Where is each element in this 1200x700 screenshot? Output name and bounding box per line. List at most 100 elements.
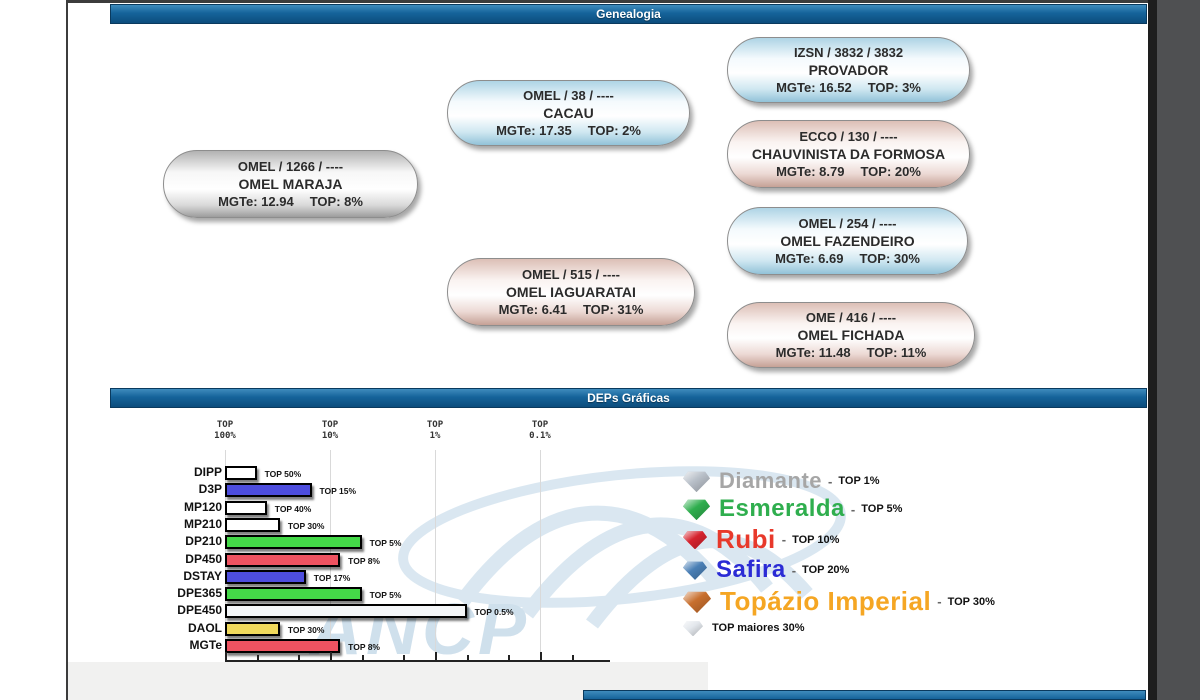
axis-tick xyxy=(298,655,301,661)
node-stats: MGTe: 8.79 TOP: 20% xyxy=(776,163,921,180)
axis-tick-label: TOP 1% xyxy=(426,420,444,441)
node-top: TOP: 2% xyxy=(587,123,641,138)
chart-bar-value: TOP 5% xyxy=(369,590,402,601)
legend-top-threshold: TOP 20% xyxy=(802,564,850,576)
legend-rank-name: Rubi xyxy=(716,524,776,554)
chart-bar-dp450 xyxy=(225,552,341,567)
pedigree-node-dam[interactable]: OMEL / 515 / ---- OMEL IAGUARATAI MGTe: 6.… xyxy=(447,258,695,326)
legend-separator: - xyxy=(937,594,942,609)
next-section-header-partial xyxy=(583,690,1146,700)
chart-category-label: DPE365 xyxy=(177,586,222,601)
axis-tick xyxy=(508,655,511,661)
gem-icon xyxy=(683,561,707,580)
chart-bar-value: TOP 0.5% xyxy=(474,607,514,618)
axis-tick-label: TOP 100% xyxy=(214,420,236,441)
chart-category-label: MGTe xyxy=(189,638,222,652)
pedigree-node-sire-dam[interactable]: ECCO / 130 / ---- CHAUVINISTA DA FORMOSA M… xyxy=(727,120,970,188)
chart-category-label: DIPP xyxy=(193,465,222,479)
legend-separator: - xyxy=(781,532,787,547)
window-top-border xyxy=(66,0,1157,3)
chart-bar-dpe450 xyxy=(225,604,467,619)
axis-tick-label: TOP 10% xyxy=(321,420,339,441)
chart-x-axis xyxy=(225,660,610,663)
gridline xyxy=(435,450,436,660)
pedigree-node-dam-dam[interactable]: OME / 416 / ---- OMEL FICHADA MGTe: 11.48 T… xyxy=(727,302,975,368)
chart-bar-value: TOP 30% xyxy=(287,624,325,635)
chart-category-label: DSTAY xyxy=(183,568,222,583)
chart-bar-value: TOP 30% xyxy=(287,520,325,531)
legend-separator: - xyxy=(828,473,833,489)
node-name: CHAUVINISTA DA FORMOSA xyxy=(751,146,946,162)
pedigree-node-sire[interactable]: OMEL / 38 / ---- CACAU MGTe: 17.35 TOP: 2% xyxy=(447,80,690,146)
legend-top-threshold: TOP 30% xyxy=(947,595,995,608)
legend-rank-name: Topázio Imperial xyxy=(720,586,932,616)
chart-bar-dpe365 xyxy=(225,587,362,602)
axis-tick xyxy=(330,652,332,661)
chart-bar-dstay xyxy=(225,569,306,584)
pedigree-node-dam-sire[interactable]: OMEL / 254 / ---- OMEL FAZENDEIRO MGTe: 6.… xyxy=(727,207,968,275)
chart-bar-value: TOP 40% xyxy=(274,503,312,514)
node-registry: OMEL / 515 / ---- xyxy=(522,267,620,282)
node-registry: OMEL / 1266 / ---- xyxy=(237,159,344,174)
pedigree-node-sire-sire[interactable]: IZSN / 3832 / 3832 PROVADOR MGTe: 16.52 TOP… xyxy=(727,37,970,103)
node-stats: MGTe: 6.41 TOP: 31% xyxy=(499,301,644,318)
svg-text:ANCP: ANCP xyxy=(308,590,530,670)
node-registry: IZSN / 3832 / 3832 xyxy=(793,45,904,60)
chart-bar-dipp xyxy=(225,466,257,480)
node-stats: MGTe: 6.69 TOP: 30% xyxy=(775,250,920,267)
rank-legend: Diamante - TOP 1% Esmeralda - TOP 5% Rubi - TOP … xyxy=(683,468,995,637)
node-top: TOP: 3% xyxy=(867,80,921,95)
node-name: OMEL MARAJA xyxy=(238,176,343,192)
genealogia-title: Genealogia xyxy=(596,7,661,21)
chart-bar-value: TOP 15% xyxy=(319,486,357,497)
legend-rank-name: Diamante xyxy=(719,468,823,493)
chart-category-label: DPE450 xyxy=(177,603,222,618)
chart-category-label: MP210 xyxy=(183,516,222,531)
node-registry: OMEL / 38 / ---- xyxy=(523,88,614,103)
node-name: CACAU xyxy=(543,105,594,121)
gridline xyxy=(540,450,541,660)
axis-tick xyxy=(361,655,364,661)
axis-tick-label: TOP 0.1% xyxy=(529,420,551,441)
chart-bar-value: TOP 5% xyxy=(369,538,402,549)
legend-top-threshold: TOP maiores 30% xyxy=(712,622,805,635)
node-stats: MGTe: 17.35 TOP: 2% xyxy=(496,122,641,139)
legend-row: Esmeralda - TOP 5% xyxy=(683,495,995,523)
node-top: TOP: 8% xyxy=(309,194,363,209)
legend-rank-name: Safira xyxy=(716,556,786,583)
node-top: TOP: 31% xyxy=(582,302,644,317)
node-registry: OME / 416 / ---- xyxy=(805,310,897,325)
node-mgte: MGTe: 11.48 xyxy=(775,345,851,360)
node-mgte: MGTe: 16.52 xyxy=(776,80,852,95)
chart-category-label: D3P xyxy=(198,482,222,497)
axis-tick xyxy=(466,655,469,661)
node-stats: MGTe: 11.48 TOP: 11% xyxy=(776,344,927,361)
ancp-watermark-logo: ANCP xyxy=(292,452,857,675)
chart-bar-d3p xyxy=(225,483,312,498)
node-name: OMEL IAGUARATAI xyxy=(506,284,636,300)
legend-separator: - xyxy=(850,501,856,517)
axis-tick xyxy=(540,652,542,661)
axis-tick xyxy=(571,655,574,661)
legend-top-threshold: TOP 10% xyxy=(792,533,840,546)
deps-bar-chart: TOP 100% TOP 10% TOP 1% TOP 0.1% DIPP TOP 50% D3P T… xyxy=(160,416,635,672)
gem-icon xyxy=(683,621,703,637)
node-mgte: MGTe: 17.35 xyxy=(496,123,572,138)
node-registry: ECCO / 130 / ---- xyxy=(799,129,898,144)
chart-category-label: DAOL xyxy=(188,620,222,635)
legend-row: Topázio Imperial - TOP 30% xyxy=(683,586,995,617)
chart-category-label: DP450 xyxy=(185,551,222,566)
legend-row: TOP maiores 30% xyxy=(683,620,995,637)
chart-category-label: DP210 xyxy=(185,534,222,549)
node-mgte: MGTe: 6.41 xyxy=(498,302,567,317)
chart-bar-mp120 xyxy=(225,500,267,515)
axis-tick xyxy=(256,655,259,661)
window-left-border xyxy=(66,0,68,700)
legend-rank-name: Esmeralda xyxy=(719,495,845,522)
node-stats: MGTe: 16.52 TOP: 3% xyxy=(776,79,921,96)
deps-section-header: DEPs Gráficas xyxy=(110,388,1147,408)
pedigree-node-animal[interactable]: OMEL / 1266 / ---- OMEL MARAJA MGTe: 12.94… xyxy=(163,150,418,218)
chart-bar-dp210 xyxy=(225,535,362,550)
chart-bar-value: TOP 50% xyxy=(264,469,302,479)
node-mgte: MGTe: 6.69 xyxy=(775,251,844,266)
